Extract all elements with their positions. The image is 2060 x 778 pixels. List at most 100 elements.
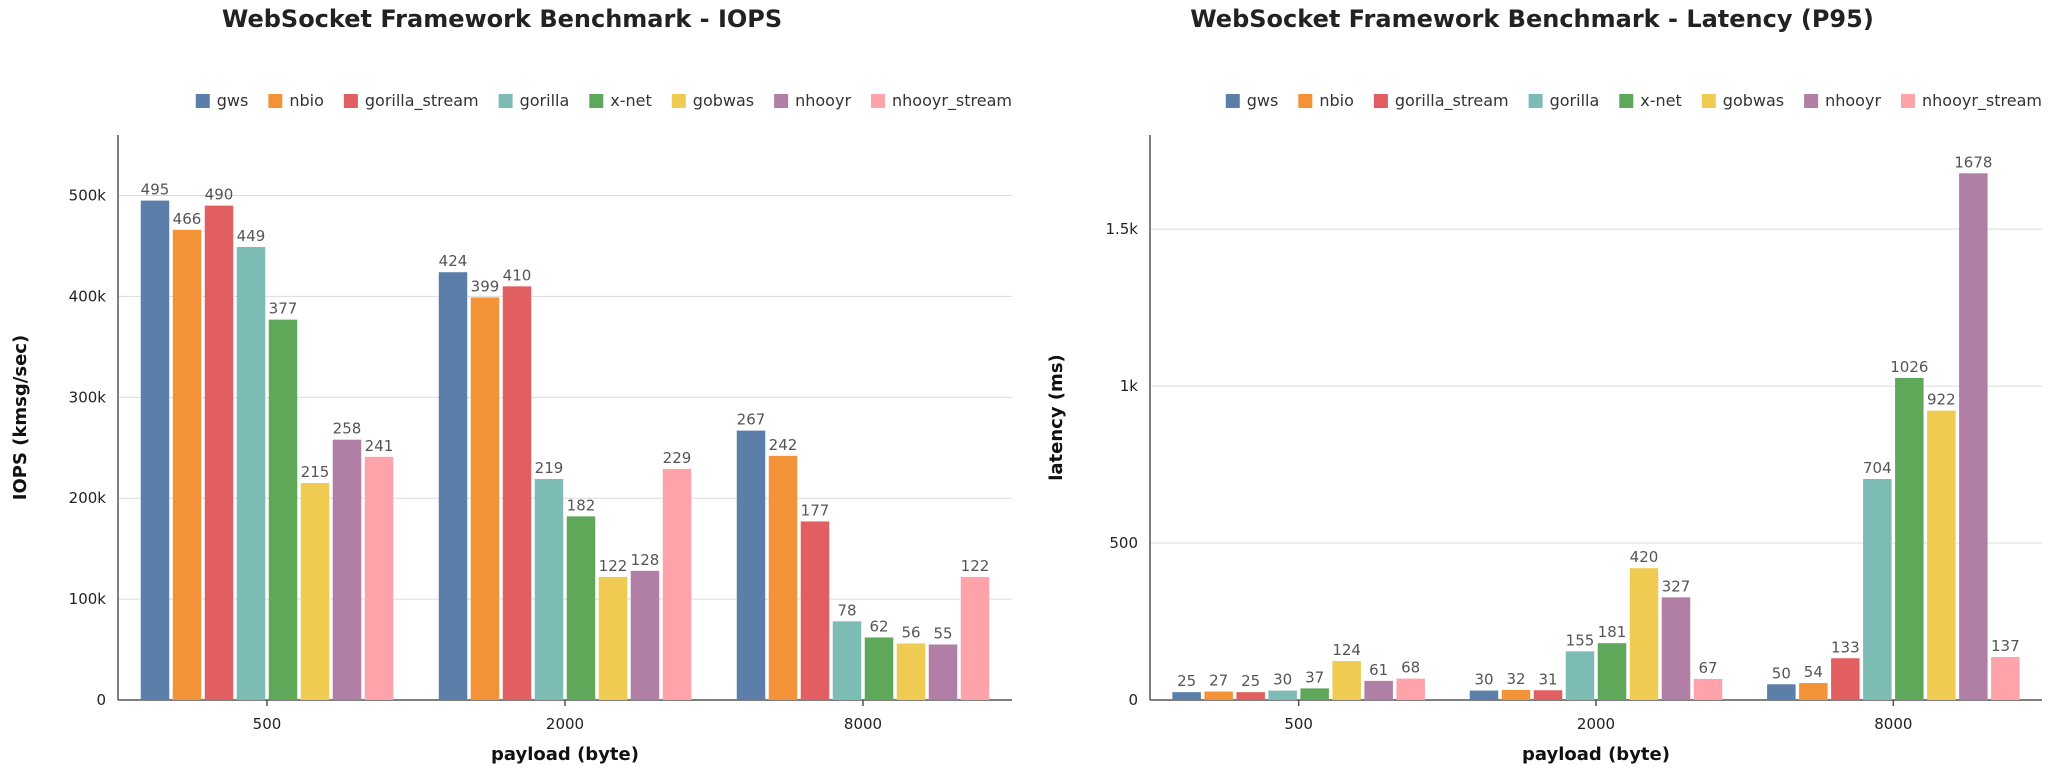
latency-legend-swatch-gobwas[interactable] bbox=[1701, 94, 1716, 108]
latency-legend: gws nbio gorilla_stream gorilla x-net gobwas n… bbox=[1225, 91, 2042, 111]
latency-bar-x-net-500[interactable] bbox=[1300, 688, 1329, 700]
iops-y-axis-title: IOPS (kmsg/sec) bbox=[10, 335, 31, 500]
iops-data-label: 219 bbox=[535, 459, 564, 477]
latency-data-label: 133 bbox=[1831, 638, 1860, 656]
iops-y-tick-label: 500k bbox=[69, 187, 107, 205]
latency-data-label: 704 bbox=[1863, 459, 1892, 477]
latency-bar-x-net-2000[interactable] bbox=[1597, 643, 1627, 700]
iops-data-label: 490 bbox=[205, 186, 234, 204]
iops-bar-gws-2000[interactable] bbox=[438, 272, 468, 700]
iops-legend-swatch-nhooyr[interactable] bbox=[774, 94, 789, 108]
latency-legend-swatch-gorilla-stream[interactable] bbox=[1373, 94, 1388, 108]
latency-bar-x-net-8000[interactable] bbox=[1895, 377, 1924, 700]
latency-bar-gorilla-2000[interactable] bbox=[1565, 651, 1595, 700]
iops-data-label: 177 bbox=[801, 501, 830, 519]
iops-bar-gobwas-500[interactable] bbox=[300, 483, 330, 700]
latency-bar-gobwas-8000[interactable] bbox=[1927, 410, 1956, 700]
latency-legend-label-nhooyr-stream: nhooyr_stream bbox=[1922, 91, 2042, 111]
iops-data-label: 410 bbox=[503, 266, 532, 284]
iops-legend-swatch-nbio[interactable] bbox=[268, 94, 283, 108]
iops-y-tick-label: 0 bbox=[96, 691, 106, 709]
latency-bar-nhooyr-stream-500[interactable] bbox=[1396, 678, 1425, 700]
iops-legend-swatch-gorilla[interactable] bbox=[498, 94, 513, 108]
iops-bar-nhooyr-stream-2000[interactable] bbox=[662, 468, 692, 700]
iops-data-label: 399 bbox=[471, 277, 500, 295]
latency-bar-gorilla-stream-8000[interactable] bbox=[1831, 658, 1860, 700]
latency-legend-swatch-gorilla[interactable] bbox=[1528, 94, 1543, 108]
latency-legend-label-nbio: nbio bbox=[1319, 91, 1354, 110]
iops-bar-gobwas-2000[interactable] bbox=[598, 576, 628, 700]
latency-data-label: 25 bbox=[1177, 672, 1196, 690]
iops-bar-x-net-2000[interactable] bbox=[566, 516, 596, 700]
latency-data-label: 32 bbox=[1506, 670, 1525, 688]
iops-bar-gorilla-2000[interactable] bbox=[534, 479, 564, 700]
latency-bar-nhooyr-stream-2000[interactable] bbox=[1693, 678, 1723, 700]
iops-bar-nhooyr-stream-500[interactable] bbox=[364, 456, 394, 700]
latency-bar-gobwas-2000[interactable] bbox=[1629, 568, 1659, 700]
iops-bar-gorilla-8000[interactable] bbox=[832, 621, 862, 700]
latency-bar-nhooyr-8000[interactable] bbox=[1959, 173, 1988, 701]
latency-x-tick-label: 2000 bbox=[1577, 715, 1615, 733]
latency-data-label: 30 bbox=[1474, 671, 1493, 689]
iops-data-label: 122 bbox=[599, 557, 628, 575]
iops-bar-gws-500[interactable] bbox=[140, 200, 170, 700]
latency-legend-swatch-nhooyr-stream[interactable] bbox=[1901, 94, 1916, 108]
latency-bar-nhooyr-500[interactable] bbox=[1364, 680, 1393, 700]
iops-bar-gws-8000[interactable] bbox=[736, 430, 766, 700]
latency-bar-nbio-8000[interactable] bbox=[1799, 683, 1828, 700]
latency-bar-gws-8000[interactable] bbox=[1767, 684, 1796, 700]
latency-bar-nbio-2000[interactable] bbox=[1501, 689, 1531, 700]
latency-y-tick-label: 500 bbox=[1109, 534, 1138, 552]
latency-bar-nhooyr-2000[interactable] bbox=[1661, 597, 1691, 700]
latency-legend-swatch-nhooyr[interactable] bbox=[1804, 94, 1819, 108]
iops-x-tick-label: 2000 bbox=[546, 715, 584, 733]
iops-bar-x-net-8000[interactable] bbox=[864, 637, 894, 700]
iops-legend-swatch-gorilla-stream[interactable] bbox=[343, 94, 358, 108]
latency-bar-gorilla-stream-500[interactable] bbox=[1236, 692, 1265, 700]
latency-bar-gobwas-500[interactable] bbox=[1332, 661, 1361, 700]
iops-x-axis-title: payload (byte) bbox=[491, 744, 639, 765]
iops-bar-nhooyr-500[interactable] bbox=[332, 439, 362, 700]
iops-bar-gorilla-stream-500[interactable] bbox=[204, 205, 234, 700]
iops-bar-gorilla-500[interactable] bbox=[236, 246, 266, 700]
iops-bar-nbio-500[interactable] bbox=[172, 229, 202, 700]
latency-legend-swatch-x-net[interactable] bbox=[1619, 94, 1634, 108]
iops-data-label: 122 bbox=[961, 557, 990, 575]
latency-bar-gws-500[interactable] bbox=[1172, 692, 1201, 700]
latency-legend-label-nhooyr: nhooyr bbox=[1825, 91, 1881, 110]
iops-data-label: 62 bbox=[869, 617, 888, 635]
latency-bar-gorilla-stream-2000[interactable] bbox=[1533, 690, 1563, 700]
latency-bar-gorilla-500[interactable] bbox=[1268, 690, 1297, 700]
iops-bar-nhooyr-2000[interactable] bbox=[630, 570, 660, 700]
iops-legend-swatch-x-net[interactable] bbox=[589, 94, 604, 108]
latency-chart-title: WebSocket Framework Benchmark - Latency … bbox=[1190, 5, 1874, 33]
iops-bar-gorilla-stream-8000[interactable] bbox=[800, 521, 830, 700]
iops-legend-label-gorilla: gorilla bbox=[520, 91, 570, 110]
latency-bar-nbio-500[interactable] bbox=[1204, 691, 1233, 700]
latency-bar-nhooyr-stream-8000[interactable] bbox=[1991, 656, 2020, 700]
latency-legend-swatch-gws[interactable] bbox=[1225, 94, 1240, 108]
iops-legend-swatch-gobwas[interactable] bbox=[671, 94, 686, 108]
iops-bar-x-net-500[interactable] bbox=[268, 319, 298, 700]
iops-bar-nhooyr-stream-8000[interactable] bbox=[960, 576, 990, 700]
iops-legend-swatch-nhooyr-stream[interactable] bbox=[871, 94, 886, 108]
iops-legend-swatch-gws[interactable] bbox=[195, 94, 210, 108]
iops-data-label: 377 bbox=[269, 300, 298, 318]
latency-data-label: 30 bbox=[1273, 671, 1292, 689]
iops-bar-nbio-2000[interactable] bbox=[470, 297, 500, 700]
iops-bar-gobwas-8000[interactable] bbox=[896, 643, 926, 701]
latency-legend-swatch-nbio[interactable] bbox=[1298, 94, 1313, 108]
iops-bar-nbio-8000[interactable] bbox=[768, 455, 798, 700]
latency-legend-label-gorilla-stream: gorilla_stream bbox=[1395, 91, 1509, 111]
latency-bar-gws-2000[interactable] bbox=[1469, 690, 1499, 700]
iops-legend-label-x-net: x-net bbox=[610, 91, 652, 110]
iops-bar-gorilla-stream-2000[interactable] bbox=[502, 286, 532, 700]
iops-data-label: 267 bbox=[737, 411, 766, 429]
iops-bar-nhooyr-8000[interactable] bbox=[928, 644, 958, 700]
latency-bar-gorilla-8000[interactable] bbox=[1863, 479, 1892, 700]
iops-legend-label-nhooyr-stream: nhooyr_stream bbox=[892, 91, 1012, 111]
iops-data-label: 449 bbox=[237, 227, 266, 245]
latency-legend-label-gorilla: gorilla bbox=[1550, 91, 1600, 110]
